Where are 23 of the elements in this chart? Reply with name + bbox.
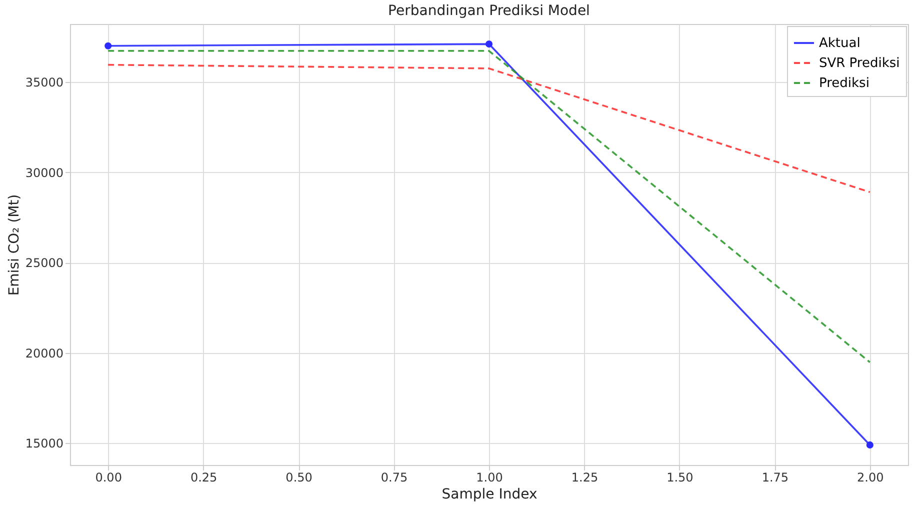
x-axis-title: Sample Index xyxy=(442,486,538,502)
point xyxy=(866,441,874,448)
y-axis-title: Emisi CO₂ (Mt) xyxy=(6,194,22,296)
y-tick-label: 35000 xyxy=(25,75,64,90)
x-tick-label: 1.00 xyxy=(476,470,503,484)
y-tick-label: 30000 xyxy=(25,166,64,180)
legend-label: Aktual xyxy=(819,36,860,51)
x-tick-label: 0.75 xyxy=(380,470,408,484)
x-tick-label: 1.25 xyxy=(571,470,598,484)
x-tick-label: 0.00 xyxy=(95,470,122,484)
y-tick-label: 15000 xyxy=(25,436,64,451)
x-tick-label: 2.00 xyxy=(857,470,884,484)
x-tick-label: 0.50 xyxy=(286,470,312,484)
point xyxy=(485,40,493,48)
legend-label: Prediksi xyxy=(819,76,870,91)
legend-label: SVR Prediksi xyxy=(819,56,900,71)
chart-title: Perbandingan Prediksi Model xyxy=(388,3,590,19)
y-tick-label: 20000 xyxy=(25,346,64,360)
point xyxy=(104,42,112,50)
x-tick-label: 1.75 xyxy=(762,470,789,484)
x-tick-label: 1.50 xyxy=(666,470,694,484)
x-tick-label: 0.25 xyxy=(190,470,218,484)
y-tick-label: 25000 xyxy=(25,256,64,270)
